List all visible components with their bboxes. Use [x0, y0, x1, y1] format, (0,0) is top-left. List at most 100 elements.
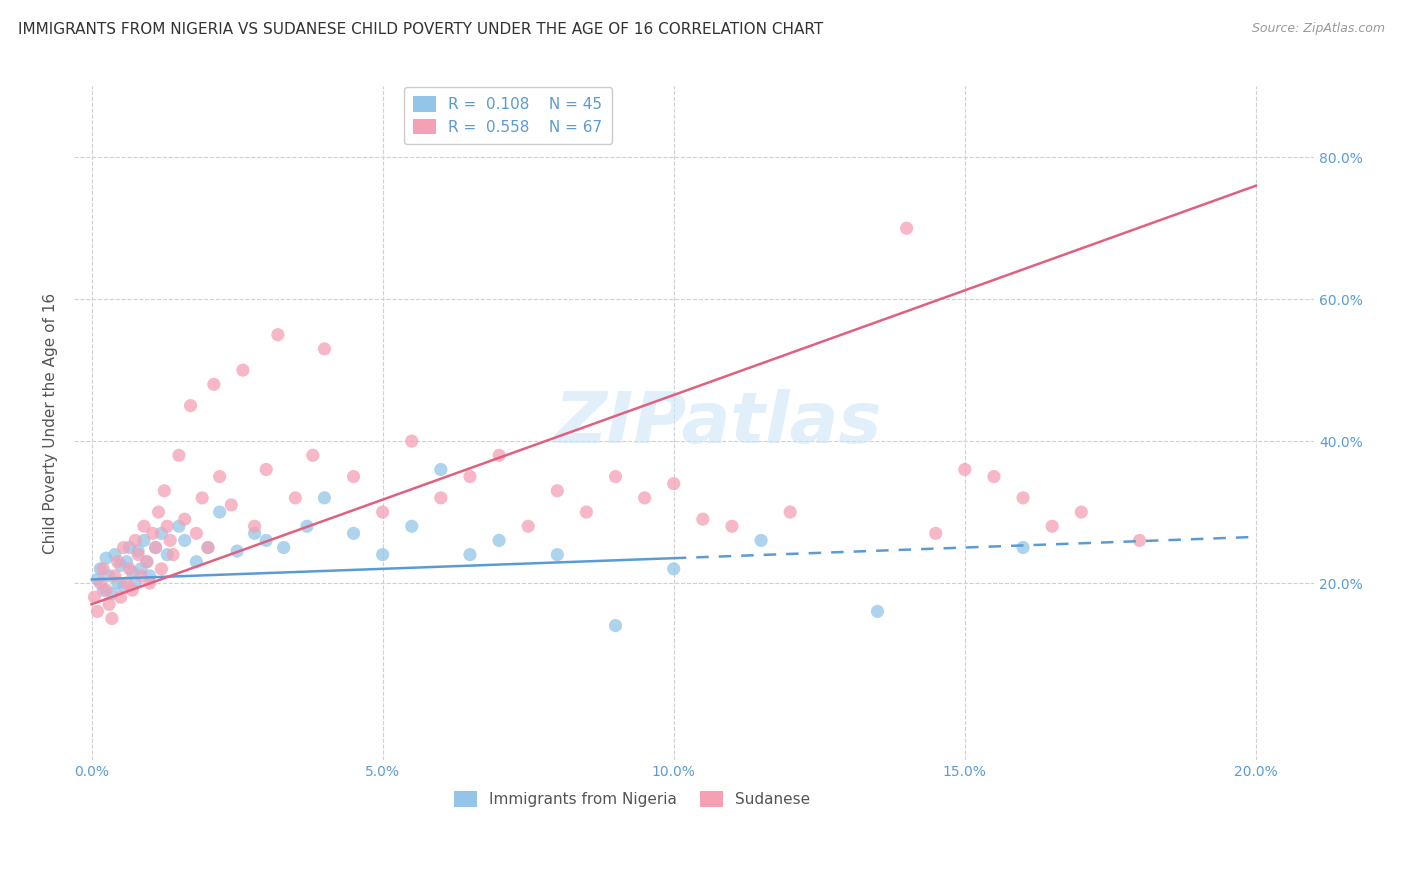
Point — [173, 533, 195, 548]
Point — [101, 611, 124, 625]
Point — [83, 591, 105, 605]
Point — [983, 469, 1005, 483]
Point — [127, 548, 149, 562]
Point — [148, 505, 170, 519]
Point — [301, 448, 323, 462]
Point — [925, 526, 948, 541]
Point — [121, 583, 143, 598]
Point — [633, 491, 655, 505]
Point — [488, 448, 510, 462]
Point — [124, 576, 146, 591]
Point — [98, 597, 121, 611]
Point — [89, 562, 111, 576]
Point — [896, 221, 918, 235]
Point — [139, 569, 162, 583]
Point — [1128, 533, 1150, 548]
Point — [104, 548, 127, 562]
Point — [1012, 541, 1035, 555]
Point — [110, 591, 132, 605]
Point — [129, 569, 152, 583]
Point — [243, 519, 266, 533]
Point — [254, 462, 277, 476]
Point — [314, 491, 336, 505]
Point — [132, 533, 155, 548]
Point — [371, 505, 394, 519]
Point — [953, 462, 976, 476]
Point — [115, 576, 138, 591]
Point — [132, 519, 155, 533]
Point — [662, 562, 685, 576]
Point — [1070, 505, 1092, 519]
Point — [866, 604, 889, 618]
Point — [142, 526, 165, 541]
Point — [1012, 491, 1035, 505]
Point — [135, 555, 157, 569]
Point — [107, 555, 129, 569]
Point — [575, 505, 598, 519]
Point — [124, 533, 146, 548]
Point — [110, 558, 132, 573]
Point — [401, 434, 423, 449]
Point — [342, 526, 364, 541]
Point — [159, 533, 181, 548]
Point — [779, 505, 801, 519]
Point — [156, 519, 179, 533]
Point — [167, 448, 190, 462]
Point — [243, 526, 266, 541]
Point — [314, 342, 336, 356]
Point — [284, 491, 307, 505]
Point — [98, 569, 121, 583]
Point — [94, 551, 117, 566]
Point — [150, 562, 173, 576]
Point — [295, 519, 318, 533]
Point — [208, 469, 231, 483]
Point — [112, 541, 135, 555]
Point — [139, 576, 162, 591]
Point — [150, 526, 173, 541]
Point — [180, 399, 202, 413]
Point — [605, 469, 627, 483]
Text: Source: ZipAtlas.com: Source: ZipAtlas.com — [1251, 22, 1385, 36]
Point — [162, 548, 184, 562]
Point — [208, 505, 231, 519]
Point — [91, 583, 114, 598]
Point — [546, 483, 568, 498]
Point — [430, 491, 453, 505]
Text: IMMIGRANTS FROM NIGERIA VS SUDANESE CHILD POVERTY UNDER THE AGE OF 16 CORRELATIO: IMMIGRANTS FROM NIGERIA VS SUDANESE CHIL… — [18, 22, 824, 37]
Point — [118, 562, 141, 576]
Point — [91, 562, 114, 576]
Point — [458, 548, 481, 562]
Point — [104, 569, 127, 583]
Point — [173, 512, 195, 526]
Point — [232, 363, 254, 377]
Point — [517, 519, 540, 533]
Point — [202, 377, 225, 392]
Point — [89, 576, 111, 591]
Point — [662, 476, 685, 491]
Point — [546, 548, 568, 562]
Text: ZIPatlas: ZIPatlas — [555, 389, 883, 458]
Point — [153, 483, 176, 498]
Point — [371, 548, 394, 562]
Y-axis label: Child Poverty Under the Age of 16: Child Poverty Under the Age of 16 — [44, 293, 58, 554]
Point — [692, 512, 714, 526]
Point — [118, 541, 141, 555]
Point — [121, 566, 143, 580]
Point — [107, 576, 129, 591]
Point — [1040, 519, 1063, 533]
Point — [86, 604, 108, 618]
Point — [86, 573, 108, 587]
Point — [156, 548, 179, 562]
Point — [101, 587, 124, 601]
Point — [488, 533, 510, 548]
Point — [115, 555, 138, 569]
Point — [127, 544, 149, 558]
Point — [605, 618, 627, 632]
Point — [94, 583, 117, 598]
Point — [342, 469, 364, 483]
Point — [129, 562, 152, 576]
Point — [197, 541, 219, 555]
Point — [273, 541, 295, 555]
Point — [191, 491, 214, 505]
Point — [254, 533, 277, 548]
